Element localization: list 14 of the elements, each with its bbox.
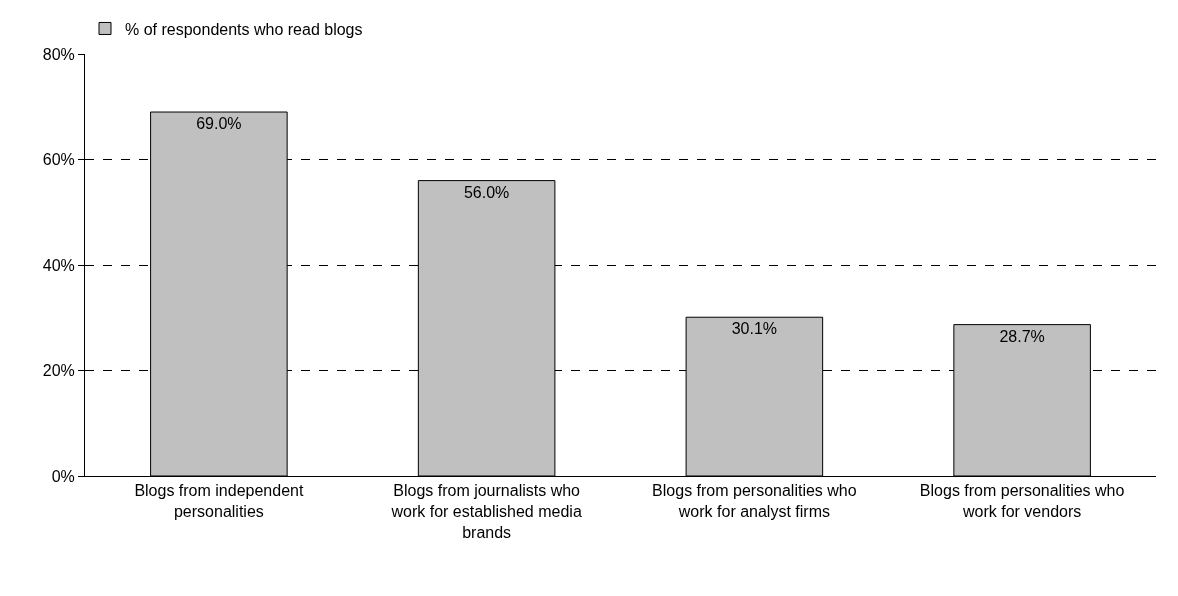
y-tick-label: 0% <box>51 467 75 485</box>
legend-label: % of respondents who read blogs <box>125 20 363 38</box>
x-tick-label: Blogs from independent personalities <box>134 482 304 520</box>
data-label: 30.1% <box>731 320 778 338</box>
x-tick-label: Blogs from personalities who work for analyst firms <box>652 482 857 520</box>
x-tick-label: Blogs from personalities who work for vendors <box>919 482 1125 520</box>
data-label: 56.0% <box>463 183 510 201</box>
y-tick-label: 20% <box>42 362 75 380</box>
data-label: 28.7% <box>999 327 1045 345</box>
data-label: 69.0% <box>196 115 242 133</box>
x-tick-label: Blogs from journalists who work for established media brands <box>390 482 582 541</box>
y-tick-label: 40% <box>42 256 75 274</box>
y-tick-label: 80% <box>42 45 75 63</box>
y-tick-label: 60% <box>42 151 75 169</box>
